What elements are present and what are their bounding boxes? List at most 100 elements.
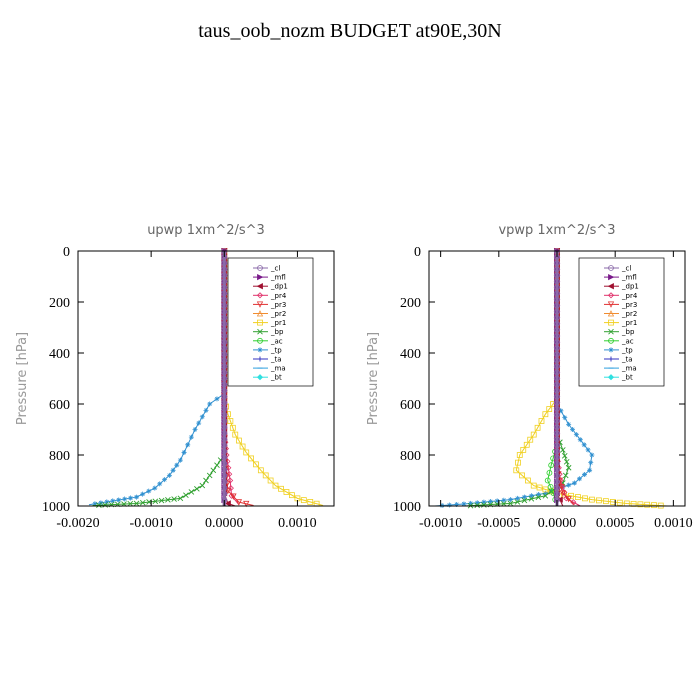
data-point	[554, 460, 560, 467]
data-point	[616, 499, 623, 506]
data-point	[199, 414, 205, 420]
data-point	[183, 492, 189, 498]
data-point	[558, 483, 565, 491]
data-point	[554, 430, 560, 437]
legend-label: _ac	[270, 337, 283, 345]
data-point	[587, 467, 593, 473]
legend-label: _pr1	[621, 319, 637, 327]
legend-marker	[256, 283, 263, 290]
legend-item-cl: _cl	[604, 265, 631, 273]
data-point	[128, 495, 134, 501]
data-point	[221, 448, 228, 455]
data-point	[221, 327, 228, 333]
x-tick-label: 0.0010	[654, 516, 693, 531]
legend-box	[227, 257, 314, 387]
legend-item-mfl: _mfl	[604, 274, 637, 282]
data-point	[554, 284, 560, 291]
legend-item-pr2: _pr2	[253, 310, 286, 318]
data-point	[221, 375, 228, 382]
legend-marker	[608, 347, 614, 353]
data-point	[221, 387, 228, 394]
data-point	[501, 497, 507, 503]
data-point	[554, 405, 560, 412]
data-point	[577, 437, 583, 443]
data-point	[582, 495, 588, 502]
x-tick-label: -0.0020	[56, 516, 99, 531]
legend-label: _ac	[621, 337, 634, 345]
data-point	[152, 498, 159, 505]
legend-marker	[256, 310, 264, 317]
data-point	[221, 484, 228, 491]
legend-marker	[608, 337, 614, 344]
legend-marker	[257, 273, 264, 281]
legend-marker	[257, 265, 263, 271]
legend-item-pr3: _pr3	[253, 301, 286, 309]
legend-item-tp: _tp	[253, 346, 282, 354]
data-point	[527, 436, 534, 443]
data-point	[481, 502, 487, 508]
data-point	[188, 434, 194, 440]
legend-label: _pr1	[270, 319, 286, 327]
chart-panel-1: upwp 1xm^2/s^3 Pressure [hPa] -0.0020 -0.00…	[15, 223, 335, 531]
data-point	[439, 502, 445, 508]
legend-marker	[608, 328, 614, 335]
legend-item-ac: _ac	[253, 337, 283, 345]
data-point	[104, 499, 110, 505]
data-point	[221, 418, 228, 424]
data-point	[536, 484, 543, 491]
data-point	[221, 333, 228, 339]
data-point	[514, 495, 520, 501]
data-point	[221, 302, 228, 309]
data-point	[221, 399, 228, 406]
data-point	[248, 455, 255, 462]
data-point	[519, 472, 525, 479]
data-point	[513, 467, 520, 474]
data-point	[140, 491, 146, 497]
legend-label: _pr4	[621, 292, 638, 300]
legend-item-pr4: _pr4	[604, 292, 638, 300]
data-point	[559, 490, 566, 497]
data-point	[227, 485, 234, 492]
data-point	[554, 454, 560, 461]
data-point	[194, 485, 200, 492]
data-point	[644, 501, 651, 508]
data-point	[554, 260, 560, 267]
data-point	[548, 462, 555, 469]
data-point	[481, 499, 487, 505]
data-point	[221, 351, 228, 358]
y-axis-label: Pressure [hPa]	[15, 332, 30, 425]
data-point	[544, 477, 551, 484]
data-point	[227, 418, 234, 424]
y-tick-label: 0	[63, 245, 70, 260]
y-tick-label: 800	[400, 449, 421, 464]
data-point	[562, 415, 568, 421]
data-point	[488, 498, 494, 504]
data-point	[474, 502, 481, 509]
data-point	[243, 500, 250, 508]
data-point	[546, 406, 553, 413]
data-point	[188, 489, 195, 495]
legend-item-dp1: _dp1	[604, 283, 639, 291]
y-tick-label: 400	[400, 347, 421, 362]
data-point	[221, 369, 228, 376]
data-point	[571, 480, 577, 486]
data-point	[214, 396, 220, 402]
legend-marker	[256, 301, 264, 308]
y-tick-label: 0	[414, 245, 421, 260]
data-point	[224, 500, 231, 507]
legend-item-ma: _ma	[604, 365, 637, 373]
legend-item-bp: _bp	[253, 328, 284, 336]
legend-item-bt: _bt	[253, 374, 282, 382]
data-point	[534, 424, 541, 431]
legend-label: _tp	[270, 346, 282, 354]
data-point	[257, 467, 264, 474]
data-point	[542, 490, 548, 496]
data-point	[278, 485, 284, 492]
data-point	[134, 494, 140, 500]
data-point	[206, 472, 213, 479]
data-point	[230, 493, 237, 500]
legend-item-pr1: _pr1	[604, 319, 637, 327]
data-point	[554, 351, 560, 358]
data-point	[558, 408, 564, 414]
data-point	[554, 436, 560, 443]
